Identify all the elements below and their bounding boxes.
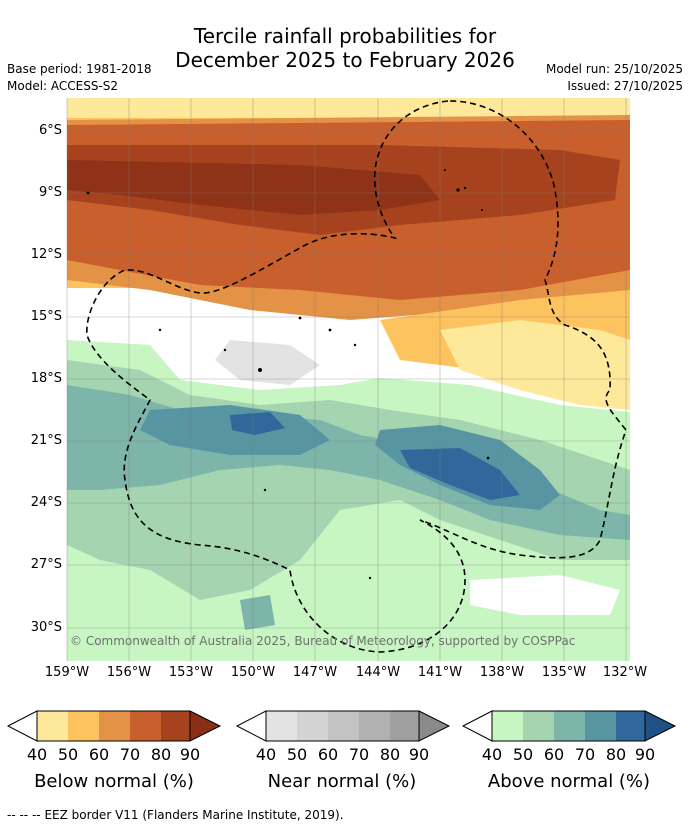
legend-tick: 80 — [150, 745, 172, 764]
model-run: Model run: 25/10/2025 — [545, 62, 683, 76]
base-period: Base period: 1981-2018 — [7, 62, 152, 76]
legend-title-above-normal: Above normal (%) — [487, 771, 651, 792]
colorbar-swatch — [37, 711, 68, 741]
colorbar-swatch — [492, 711, 523, 741]
legend-tick: 60 — [317, 745, 339, 764]
colorbar-lower-extend — [235, 710, 267, 742]
colorbar-near-normal — [235, 710, 451, 742]
legend-tick: 40 — [481, 745, 503, 764]
legend-tick: 90 — [634, 745, 656, 764]
colorbar-swatch — [99, 711, 130, 741]
lon-label: 141°W — [417, 665, 463, 680]
lat-label: 21°S — [30, 433, 62, 448]
colorbar-swatch — [359, 711, 390, 741]
legend-tick: 50 — [57, 745, 79, 764]
colorbar-lower-extend — [6, 710, 38, 742]
legend-tick: 50 — [286, 745, 308, 764]
colorbar-swatch — [266, 711, 297, 741]
legend-tick: 70 — [119, 745, 141, 764]
colorbar-swatch — [297, 711, 328, 741]
lon-label: 132°W — [602, 665, 648, 680]
legend-tick: 40 — [255, 745, 277, 764]
colorbar-upper-extend — [189, 710, 222, 742]
eez-source-text: EEZ border V11 (Flanders Marine Institut… — [44, 808, 344, 822]
colorbar-above-normal — [461, 710, 677, 742]
colorbar-swatch — [585, 711, 616, 741]
colorbar-swatch — [328, 711, 359, 741]
legend-tick: 90 — [408, 745, 430, 764]
colorbar-swatch — [130, 711, 161, 741]
legend-tick: 50 — [512, 745, 534, 764]
legend-title-below-normal: Below normal (%) — [34, 771, 194, 792]
lat-label: 18°S — [30, 371, 62, 386]
colorbar-below-normal — [6, 710, 222, 742]
lat-label: 30°S — [30, 620, 62, 635]
colorbar-swatch — [523, 711, 554, 741]
lon-label: 135°W — [541, 665, 587, 680]
probability-field — [67, 98, 630, 661]
colorbar-upper-extend — [418, 710, 451, 742]
eez-legend-note: -- -- -- EEZ border V11 (Flanders Marine… — [7, 808, 344, 822]
lon-label: 153°W — [168, 665, 214, 680]
colorbar-swatch — [68, 711, 99, 741]
lon-label: 156°W — [106, 665, 152, 680]
legend-tick: 80 — [605, 745, 627, 764]
graticule — [66, 98, 630, 661]
eez-border — [86, 100, 627, 653]
colorbar-swatch — [390, 711, 419, 741]
legend-tick: 60 — [543, 745, 565, 764]
colorbar-swatch — [161, 711, 190, 741]
map-title-line2: December 2025 to February 2026 — [175, 48, 515, 72]
colorbar-swatch — [554, 711, 585, 741]
islands — [86, 169, 490, 580]
lon-label: 159°W — [44, 665, 90, 680]
colorbar-lower-extend — [461, 710, 493, 742]
legend-colorbars — [6, 710, 677, 742]
lon-label: 144°W — [355, 665, 401, 680]
map-canvas — [66, 98, 630, 661]
lat-label: 12°S — [30, 247, 62, 262]
lat-label: 24°S — [30, 495, 62, 510]
lon-label: 138°W — [479, 665, 525, 680]
lat-label: 6°S — [38, 123, 62, 138]
lat-label: 9°S — [38, 185, 62, 200]
legend-tick: 70 — [348, 745, 370, 764]
lat-label: 27°S — [30, 557, 62, 572]
colorbar-swatch — [616, 711, 645, 741]
map-title-line1: Tercile rainfall probabilities for — [193, 24, 497, 48]
legend-tick: 60 — [88, 745, 110, 764]
lon-label: 150°W — [230, 665, 276, 680]
eez-line-sample: -- -- -- — [7, 808, 41, 822]
model-name: Model: ACCESS-S2 — [7, 79, 119, 93]
legend-tick: 40 — [26, 745, 48, 764]
issued-date: Issued: 27/10/2025 — [567, 79, 683, 93]
legend-tick: 90 — [179, 745, 201, 764]
legend-title-near-normal: Near normal (%) — [267, 771, 417, 792]
lon-label: 147°W — [292, 665, 338, 680]
copyright-notice: © Commonwealth of Australia 2025, Bureau… — [70, 634, 576, 648]
lat-label: 15°S — [30, 309, 62, 324]
colorbar-upper-extend — [644, 710, 677, 742]
legend-tick: 80 — [379, 745, 401, 764]
legend-tick: 70 — [574, 745, 596, 764]
